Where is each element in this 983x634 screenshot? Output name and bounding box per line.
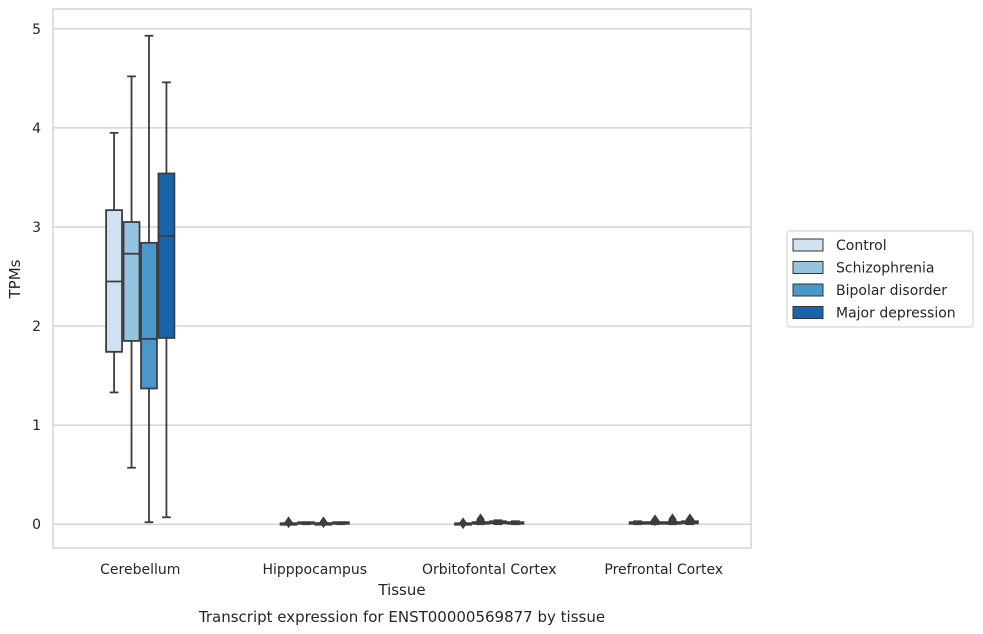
box-control — [628, 520, 647, 526]
y-tick-label: 2 — [32, 319, 41, 335]
outlier-point — [650, 514, 660, 527]
outlier-point — [668, 513, 677, 526]
box-schizophrenia — [122, 75, 141, 469]
legend-swatch — [792, 238, 824, 252]
legend-label: Control — [836, 238, 887, 254]
x-tick-label: Prefrontal Cortex — [604, 562, 723, 578]
box-bipolar-disorder — [314, 516, 333, 529]
outlier-point — [458, 517, 468, 530]
y-tick-labels: 0 1 2 3 4 5 — [32, 22, 41, 533]
box-iqr — [122, 221, 141, 342]
y-tick-label: 4 — [32, 121, 41, 137]
x-tick-labels: Cerebellum Hipppocampus Orbitofontal Corte… — [100, 562, 723, 578]
plot-frame — [52, 8, 752, 549]
box-schizophrenia — [297, 521, 315, 526]
outlier-point — [685, 513, 695, 526]
legend-item: Control — [792, 238, 887, 254]
box-schizophrenia — [646, 514, 664, 527]
legend-item: Schizophrenia — [792, 261, 934, 277]
legend: Control Schizophrenia Bipolar disorder Majo… — [786, 230, 974, 328]
box-major-depression — [681, 513, 699, 526]
box-major-depression — [157, 81, 176, 519]
legend-frame — [786, 230, 974, 328]
y-tick-label: 5 — [32, 22, 41, 38]
box-schizophrenia — [471, 513, 490, 526]
y-tick-label: 3 — [32, 220, 41, 236]
legend-item: Bipolar disorder — [792, 283, 947, 299]
legend-swatch — [792, 283, 824, 297]
box-bipolar-disorder — [140, 34, 158, 524]
box-control — [105, 131, 123, 394]
x-tick-label: Hipppocampus — [262, 562, 367, 578]
legend-items: Control Schizophrenia Bipolar disorder Majo… — [792, 238, 956, 322]
y-tick-label: 1 — [32, 418, 41, 434]
x-axis-label: Tissue — [377, 581, 425, 599]
plot-boxes — [105, 34, 699, 530]
box-bipolar-disorder — [489, 519, 507, 526]
outlier-point — [476, 513, 485, 526]
legend-label: Schizophrenia — [836, 261, 934, 277]
chart-title: Transcript expression for ENST0000056987… — [198, 608, 605, 626]
outlier-point — [319, 516, 328, 529]
box-control — [454, 517, 472, 530]
y-tick-label: 0 — [32, 517, 41, 533]
box-control — [279, 516, 298, 529]
box-iqr — [157, 172, 176, 339]
box-bipolar-disorder — [663, 513, 682, 526]
legend-item: Major depression — [792, 306, 956, 322]
legend-label: Bipolar disorder — [836, 283, 947, 299]
box-major-depression — [332, 521, 350, 526]
box-iqr — [140, 241, 158, 390]
x-tick-label: Orbitofontal Cortex — [422, 562, 557, 578]
legend-swatch — [792, 261, 824, 274]
legend-label: Major depression — [836, 306, 956, 322]
box-major-depression — [506, 520, 525, 526]
outlier-point — [284, 516, 293, 529]
legend-swatch — [792, 306, 824, 319]
y-axis-label: TPMs — [6, 259, 24, 299]
x-tick-label: Cerebellum — [100, 562, 180, 578]
